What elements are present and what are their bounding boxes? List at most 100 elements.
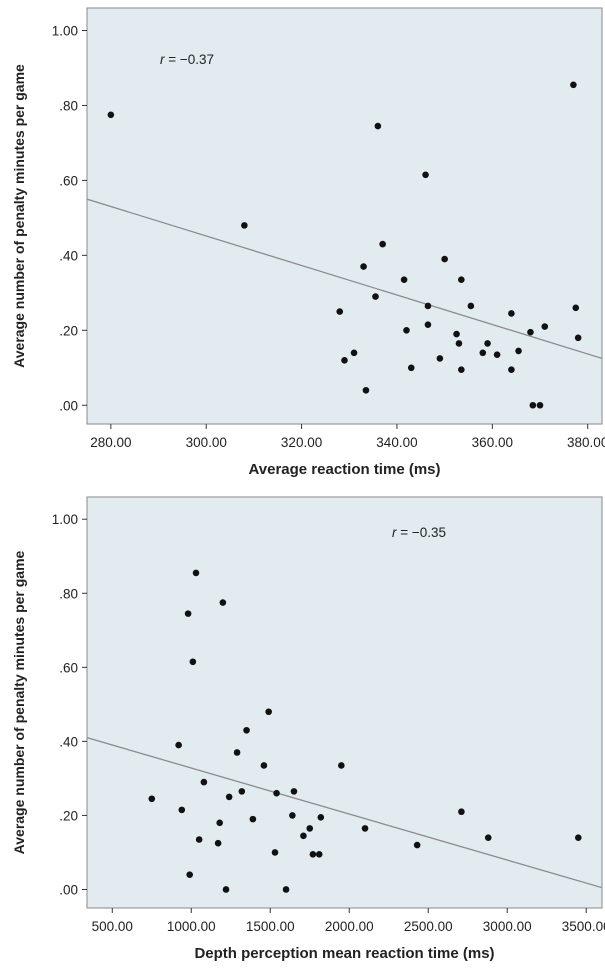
data-point: [315, 851, 323, 858]
x-axis-title: Average reaction time (ms): [248, 461, 440, 478]
data-point: [458, 808, 465, 816]
scatter-panel-depth-perception: .00 .20 .40 .60 .80 1.00 500.00 1000.00 1500.00 2…: [0, 485, 605, 970]
data-point: [479, 349, 487, 357]
data-point: [400, 276, 408, 284]
x-tick-label: 380.00: [567, 435, 605, 450]
regression-line: [87, 737, 602, 889]
data-point: [317, 813, 325, 821]
x-tick-label: 1000.00: [167, 919, 216, 934]
plot-area: [86, 496, 603, 909]
data-point: [453, 330, 460, 338]
data-point: [148, 795, 156, 803]
data-point: [360, 263, 367, 270]
x-tick-label: 300.00: [186, 435, 227, 450]
chart-reaction-time: .00 .20 .40 .60 .80 1.00 280.00 300.00 320.00 340…: [11, 7, 605, 478]
r-symbol: r: [160, 52, 165, 67]
x-tick-label: 340.00: [376, 435, 417, 450]
data-point: [484, 340, 491, 347]
data-point: [178, 806, 186, 814]
y-tick-label: .80: [59, 586, 78, 601]
data-point: [300, 832, 307, 840]
y-tick-label: .40: [59, 734, 78, 749]
data-point: [508, 366, 515, 373]
data-point: [372, 293, 379, 300]
data-point: [238, 788, 246, 795]
x-tick-label: 320.00: [281, 435, 322, 450]
data-point: [575, 834, 582, 841]
x-tick-label: 280.00: [90, 435, 131, 450]
x-axis-title: Depth perception mean reaction time (ms): [194, 945, 494, 962]
data-point: [195, 836, 203, 843]
r-value: = −0.37: [165, 52, 215, 67]
data-point: [271, 849, 279, 856]
data-point: [341, 356, 348, 364]
x-tick-label: 1500.00: [246, 919, 295, 934]
data-point: [424, 321, 432, 328]
scatter-panel-reaction-time: .00 .20 .40 .60 .80 1.00 280.00 300.00 320.00 340…: [11, 7, 605, 478]
data-point: [413, 841, 421, 849]
data-point: [265, 708, 272, 716]
y-tick-label: .20: [59, 323, 78, 338]
data-point: [186, 871, 193, 878]
y-tick-label: .40: [59, 248, 78, 263]
data-point: [570, 81, 577, 89]
data-point: [260, 762, 268, 769]
data-point: [338, 762, 345, 769]
data-point: [436, 355, 444, 362]
x-tick-label: 2000.00: [325, 919, 374, 934]
y-tick-label: .80: [59, 98, 78, 113]
data-point: [424, 302, 432, 310]
data-point: [407, 364, 415, 372]
y-tick-label: 1.00: [52, 512, 78, 527]
x-tick-label: 500.00: [92, 919, 133, 934]
data-point: [192, 569, 200, 577]
data-point: [458, 366, 465, 373]
data-point: [289, 812, 296, 819]
regression-line: [87, 198, 602, 360]
data-point: [362, 386, 370, 394]
data-point: [467, 302, 475, 310]
x-tick-label: 360.00: [472, 435, 513, 450]
data-point: [214, 839, 222, 847]
data-point: [508, 310, 515, 317]
data-point: [175, 741, 182, 749]
data-point: [225, 793, 233, 801]
data-point: [107, 111, 115, 119]
data-point: [309, 851, 317, 858]
y-tick-label: 1.00: [52, 23, 78, 38]
data-point: [458, 276, 465, 284]
y-tick-label: .00: [59, 882, 78, 897]
data-point: [379, 240, 386, 248]
y-tick-label: .60: [59, 173, 78, 188]
y-tick-label: .20: [59, 808, 78, 823]
correlation-annotation: r = −0.35: [392, 525, 446, 540]
r-value: = −0.35: [397, 525, 447, 540]
data-point: [527, 328, 534, 336]
data-point: [336, 308, 344, 315]
data-point: [290, 788, 298, 795]
x-tick-label: 3000.00: [483, 919, 532, 934]
plot-area: [86, 7, 603, 425]
data-point: [374, 122, 382, 130]
data-point: [422, 171, 429, 179]
y-axis-title: Average number of penalty minutes per ga…: [11, 64, 27, 368]
data-point: [184, 610, 192, 617]
data-point: [241, 222, 248, 229]
data-point: [350, 349, 358, 357]
data-point: [572, 304, 580, 312]
y-axis-title: Average number of penalty minutes per ga…: [11, 550, 27, 854]
data-point: [189, 658, 197, 666]
data-point: [574, 334, 582, 342]
data-point: [282, 886, 290, 893]
data-point: [403, 327, 410, 334]
data-point: [536, 401, 544, 409]
data-point: [200, 778, 208, 786]
data-point: [493, 351, 501, 358]
data-point: [243, 726, 250, 734]
data-point: [249, 815, 257, 823]
data-point: [361, 825, 369, 832]
data-point: [222, 886, 230, 893]
data-point: [233, 749, 241, 756]
chart-depth-perception: .00 .20 .40 .60 .80 1.00 500.00 1000.00 1500.00 2…: [11, 496, 605, 962]
data-point: [529, 401, 537, 409]
